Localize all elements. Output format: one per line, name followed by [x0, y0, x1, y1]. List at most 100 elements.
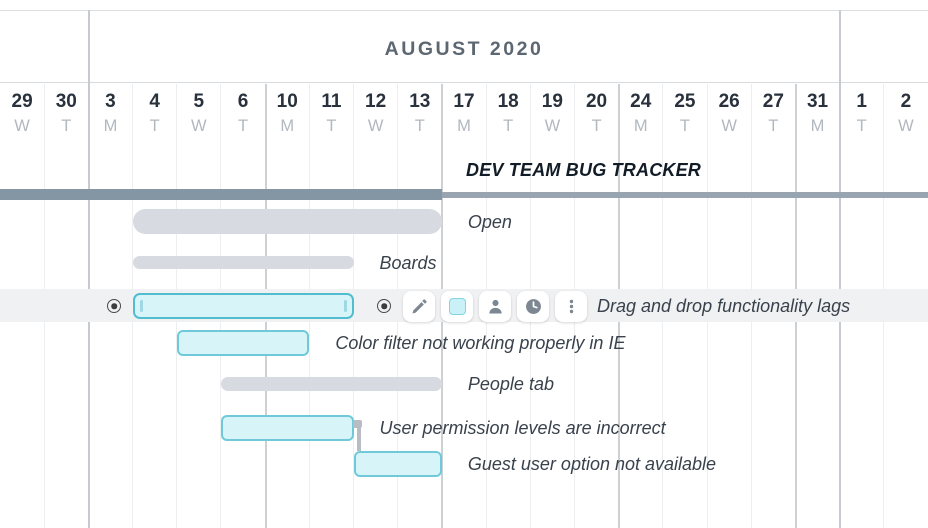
color-filter-bar[interactable]	[176, 330, 310, 356]
day-number: 11	[321, 91, 342, 112]
drag-drop-label: Drag and drop functionality lags	[597, 296, 851, 316]
day-column-13: 13 T	[398, 90, 442, 139]
day-of-week: T	[679, 117, 690, 135]
boards-label: Boards	[379, 252, 437, 273]
day-column-25: 25 T	[663, 90, 707, 139]
day-of-week: T	[61, 117, 72, 135]
user-permission-bar[interactable]	[220, 415, 354, 441]
day-of-week: T	[856, 117, 867, 135]
day-of-week: T	[768, 117, 779, 135]
day-of-week: M	[810, 117, 825, 135]
day-column-30: 30 T	[44, 90, 88, 139]
day-number: 1	[856, 91, 867, 112]
day-number: 4	[149, 91, 160, 112]
row-radio-left[interactable]	[107, 299, 121, 313]
day-of-week: M	[633, 117, 648, 135]
assignee-icon	[488, 299, 502, 314]
day-of-week: W	[544, 117, 561, 135]
day-of-week: T	[414, 117, 425, 135]
project-summary-bar[interactable]	[0, 189, 442, 200]
schedule-time-button[interactable]	[517, 291, 549, 322]
day-of-week: T	[503, 117, 514, 135]
day-of-week: W	[14, 117, 30, 135]
day-of-week: T	[326, 117, 337, 135]
guest-user-bar[interactable]	[353, 451, 442, 477]
day-number: 13	[409, 91, 431, 112]
open-bar[interactable]	[132, 209, 442, 234]
drag-handle-right[interactable]	[343, 300, 347, 312]
day-of-week: W	[367, 117, 384, 135]
day-of-week: W	[898, 117, 914, 135]
drag-handle-left[interactable]	[139, 300, 143, 312]
month-grid-line	[839, 10, 842, 528]
day-of-week: M	[457, 117, 471, 135]
dependency-line	[357, 426, 362, 451]
day-number: 17	[453, 91, 475, 112]
clock-icon	[525, 299, 541, 314]
row-radio-right[interactable]	[377, 299, 391, 313]
day-column-31: 31 M	[795, 90, 839, 139]
day-number: 10	[276, 91, 298, 112]
day-number: 25	[674, 91, 696, 112]
color-swatch-icon	[448, 298, 466, 315]
date-row-border	[0, 82, 928, 83]
project-summary-bar-extension	[442, 191, 928, 198]
day-number: 6	[237, 91, 249, 112]
day-of-week: M	[280, 117, 295, 135]
day-column-19: 19 W	[530, 90, 574, 139]
day-number: 18	[497, 91, 519, 112]
day-column-12: 12 W	[354, 90, 398, 139]
day-of-week: W	[191, 117, 207, 135]
day-of-week: T	[149, 117, 160, 135]
dependency-stub	[352, 420, 362, 428]
day-number: 31	[806, 91, 829, 112]
guest-user-label: Guest user option not available	[467, 454, 717, 474]
day-number: 2	[900, 91, 912, 112]
day-column-18: 18 T	[486, 90, 530, 139]
edit-task-button[interactable]	[403, 291, 435, 322]
day-number: 29	[11, 91, 33, 112]
user-permission-label: User permission levels are incorrect	[379, 418, 666, 438]
day-number: 27	[762, 91, 784, 112]
day-column-27: 27 T	[751, 90, 795, 139]
day-column-17: 17 M	[442, 90, 486, 139]
day-number: 30	[55, 91, 77, 112]
day-number: 26	[718, 91, 740, 112]
day-number: 5	[193, 91, 205, 112]
day-column-29: 29 W	[0, 90, 44, 139]
day-number: 19	[541, 91, 563, 112]
day-number: 20	[585, 91, 608, 112]
boards-bar[interactable]	[132, 256, 354, 269]
more-options-button[interactable]	[555, 291, 587, 322]
day-number: 12	[365, 91, 387, 112]
day-of-week: T	[591, 117, 602, 135]
day-column-11: 11 T	[309, 90, 353, 139]
day-column-10: 10 M	[265, 90, 309, 139]
day-column-24: 24 M	[619, 90, 663, 139]
day-number: 24	[630, 91, 652, 112]
month-label: AUGUST 2020	[384, 38, 544, 60]
pencil-icon	[411, 299, 427, 314]
day-of-week: M	[103, 117, 118, 135]
project-title: DEV TEAM BUG TRACKER	[466, 160, 702, 180]
people-tab-label: People tab	[467, 374, 554, 394]
day-column-26: 26 W	[707, 90, 751, 139]
kebab-menu-icon	[569, 299, 573, 314]
timeline-top-border	[0, 10, 928, 11]
day-number: 3	[105, 91, 116, 112]
color-filter-label: Color filter not working properly in IE	[335, 333, 626, 353]
month-grid-line	[87, 10, 90, 528]
open-label: Open	[467, 211, 512, 232]
day-of-week: T	[237, 117, 249, 135]
drag-drop-bar[interactable]	[132, 293, 354, 319]
task-color-button[interactable]	[441, 291, 473, 322]
people-tab-bar[interactable]	[220, 377, 442, 391]
day-of-week: W	[721, 117, 737, 135]
assign-user-button[interactable]	[479, 291, 511, 322]
